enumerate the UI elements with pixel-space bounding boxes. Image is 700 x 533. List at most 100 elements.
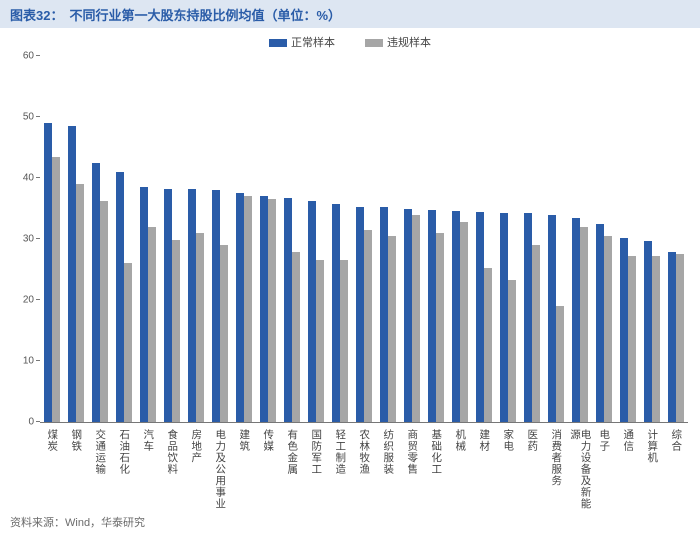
x-tick-label: 有色金属 — [287, 429, 298, 475]
x-tick-label: 家电 — [503, 429, 514, 452]
bar — [604, 236, 612, 422]
chart-area: 正常样本 违规样本 0102030405060 煤炭钢铁 交通运输 石油石化 汽车 食品饮… — [0, 28, 700, 513]
y-tick-label: 20 — [23, 295, 34, 306]
legend: 正常样本 违规样本 — [0, 34, 700, 50]
x-tick-label: 计算机 — [647, 429, 658, 464]
x-tick-label: 国防军工 — [311, 429, 322, 475]
bar — [524, 213, 532, 422]
bar — [532, 245, 540, 422]
x-tick-label: 食品饮料 — [167, 429, 178, 475]
bar — [484, 268, 492, 422]
x-tick-label: 煤炭 — [47, 429, 58, 452]
bar — [268, 199, 276, 422]
bar — [580, 227, 588, 422]
bar — [124, 263, 132, 422]
legend-item: 违规样本 — [365, 34, 431, 50]
y-tick-mark — [36, 177, 40, 178]
bar — [620, 238, 628, 422]
bar — [364, 230, 372, 422]
x-tick-label: 交通运输 — [95, 429, 106, 475]
y-tick-mark — [36, 299, 40, 300]
bar — [340, 260, 348, 422]
bar — [212, 190, 220, 422]
bars-container — [40, 56, 688, 422]
y-tick-label: 40 — [23, 173, 34, 184]
y-tick-mark — [36, 421, 40, 422]
bar — [556, 306, 564, 422]
y-tick-mark — [36, 238, 40, 239]
legend-swatch — [365, 39, 383, 47]
x-tick-label: 综合 — [671, 429, 682, 452]
x-tick-label: 轻工制造 — [335, 429, 346, 475]
figure-number: 图表32： — [10, 5, 63, 24]
bar — [668, 252, 676, 422]
legend-item: 正常样本 — [269, 34, 335, 50]
bar — [44, 123, 52, 422]
bar — [308, 201, 316, 422]
bar — [452, 211, 460, 422]
bar — [292, 252, 300, 422]
bar — [460, 222, 468, 422]
bar — [476, 212, 484, 422]
y-tick-mark — [36, 116, 40, 117]
bar — [404, 209, 412, 423]
bar — [628, 256, 636, 422]
bar — [172, 240, 180, 422]
bar — [140, 187, 148, 422]
bar — [548, 215, 556, 422]
x-tick-label: 石油石化 — [119, 429, 130, 475]
x-tick-label: 纺织服装 — [383, 429, 394, 475]
legend-swatch — [269, 39, 287, 47]
bar — [676, 254, 684, 422]
bar — [412, 215, 420, 422]
y-tick-label: 0 — [28, 417, 34, 428]
x-tick-label: 电力及公用事业 — [215, 429, 226, 510]
x-tick-label: 汽车 — [143, 429, 154, 452]
bar — [380, 207, 388, 422]
y-tick-mark — [36, 55, 40, 56]
bar — [332, 204, 340, 422]
x-tick-label: 消费者服务 — [551, 429, 562, 487]
bar — [284, 198, 292, 422]
bar — [244, 196, 252, 422]
source-text: 资料来源：Wind，华泰研究 — [10, 514, 145, 530]
bar — [428, 210, 436, 422]
bar — [388, 236, 396, 422]
bar — [148, 227, 156, 422]
bar — [260, 196, 268, 422]
x-tick-label: 通信 — [623, 429, 634, 452]
bar — [68, 126, 76, 422]
legend-label: 违规样本 — [387, 37, 431, 49]
bar — [220, 245, 228, 422]
figure-header: 图表32： 不同行业第一大股东持股比例均值（单位：%） — [0, 0, 700, 28]
bar — [164, 189, 172, 422]
bar — [116, 172, 124, 422]
bar — [236, 193, 244, 422]
x-tick-label: 房地产 — [191, 429, 202, 464]
x-tick-label: 传媒 — [263, 429, 274, 452]
x-tick-label: 钢铁 — [71, 429, 82, 452]
bar — [92, 163, 100, 422]
bar — [652, 256, 660, 422]
x-tick-label: 建材 — [479, 429, 490, 452]
x-tick-label: 建筑 — [239, 429, 250, 452]
bar — [196, 233, 204, 422]
plot-area: 0102030405060 — [40, 56, 688, 423]
bar — [436, 233, 444, 422]
bar — [100, 201, 108, 422]
bar — [76, 184, 84, 422]
x-tick-label: 医药 — [527, 429, 538, 452]
x-tick-label: 农林牧渔 — [359, 429, 370, 475]
x-tick-label: 电力设备及新能源 — [570, 429, 591, 513]
x-tick-label: 机械 — [455, 429, 466, 452]
x-tick-label: 基础化工 — [431, 429, 442, 475]
bar — [356, 207, 364, 422]
y-tick-label: 50 — [23, 112, 34, 123]
x-axis-labels: 煤炭钢铁 交通运输 石油石化 汽车 食品饮料 房地产 电力及公用事业 建筑传媒 有色金属 国防军工… — [40, 425, 688, 513]
legend-label: 正常样本 — [291, 37, 335, 49]
y-tick-label: 10 — [23, 356, 34, 367]
y-tick-label: 30 — [23, 234, 34, 245]
x-tick-label: 电子 — [599, 429, 610, 452]
bar — [316, 260, 324, 422]
bar — [188, 189, 196, 422]
